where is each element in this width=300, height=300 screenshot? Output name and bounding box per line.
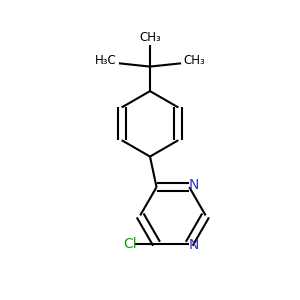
Text: Cl: Cl (124, 237, 137, 251)
Text: CH₃: CH₃ (184, 53, 206, 67)
Text: N: N (188, 178, 199, 193)
Text: H₃C: H₃C (94, 53, 116, 67)
Text: N: N (188, 238, 199, 252)
Text: CH₃: CH₃ (139, 31, 161, 44)
